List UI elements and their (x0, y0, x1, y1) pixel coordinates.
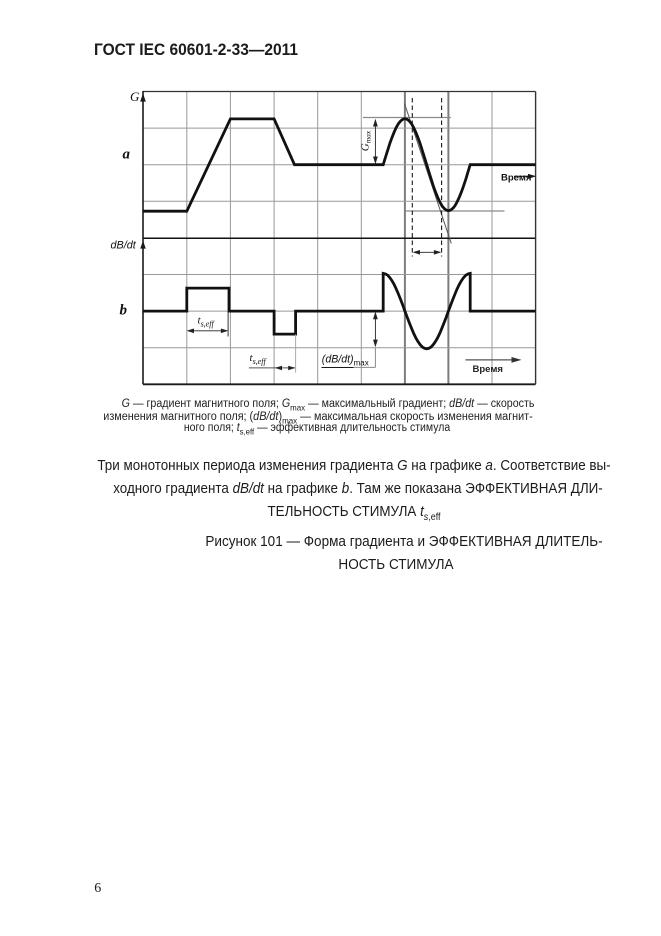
svg-text:ts,eff: ts,eff (198, 315, 216, 329)
svg-text:ts,eff: ts,eff (250, 352, 268, 366)
svg-text:G: G (130, 89, 140, 104)
svg-text:Время: Время (501, 173, 531, 184)
svg-text:b: b (120, 303, 128, 319)
svg-text:Gmax: Gmax (359, 130, 372, 151)
svg-text:dB/dt: dB/dt (111, 240, 137, 252)
svg-text:a: a (123, 147, 131, 163)
svg-text:Время: Время (473, 364, 503, 375)
